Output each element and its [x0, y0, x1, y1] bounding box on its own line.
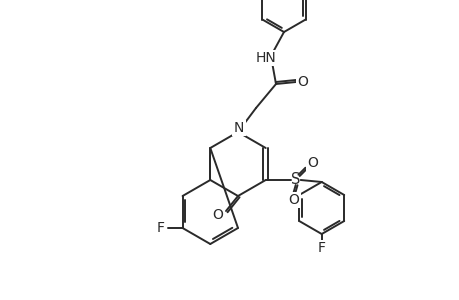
Text: O: O [297, 75, 308, 89]
Text: F: F [156, 221, 164, 235]
Text: F: F [317, 241, 325, 255]
Text: O: O [288, 193, 298, 207]
Text: O: O [212, 208, 223, 222]
Text: S: S [291, 172, 300, 188]
Text: HN: HN [255, 51, 276, 65]
Text: N: N [233, 121, 244, 135]
Text: O: O [307, 156, 318, 170]
